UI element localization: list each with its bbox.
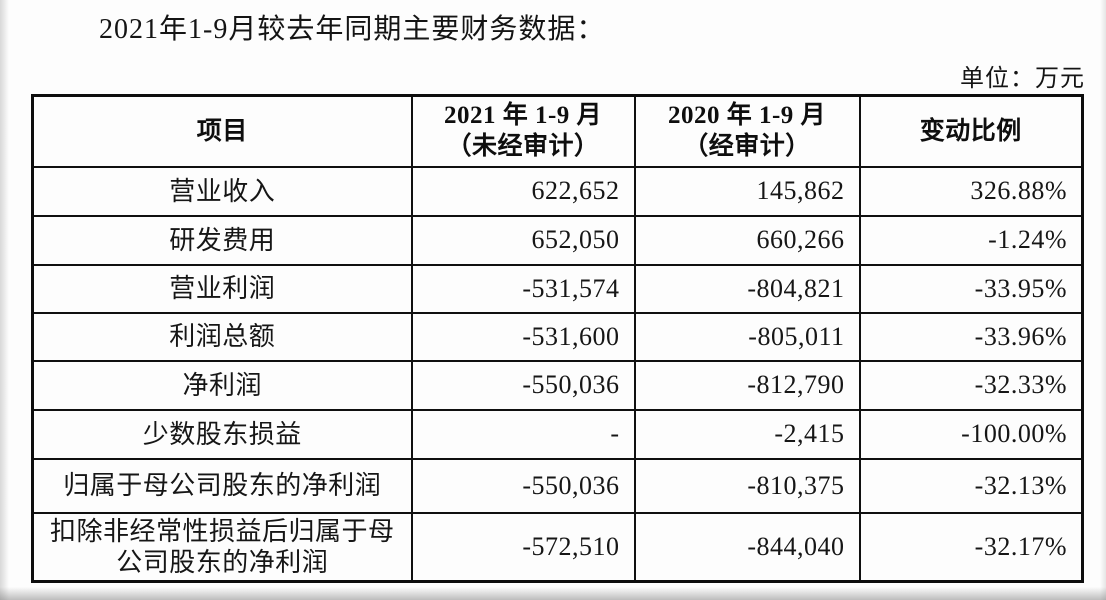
financial-data-table: 项目 2021 年 1-9 月 （未经审计） 2020 年 1-9 月 （经审计… bbox=[31, 94, 1084, 583]
row-change-percent: -32.13% bbox=[858, 457, 1084, 514]
column-header-item: 项目 bbox=[31, 94, 413, 168]
row-value-2020: -805,011 bbox=[633, 311, 861, 362]
row-change-percent: -33.96% bbox=[858, 311, 1084, 362]
row-item-label: 少数股东损益 bbox=[31, 408, 413, 460]
row-item-label: 营业收入 bbox=[31, 165, 413, 217]
table-row: 研发费用 652,050 660,266 -1.24% bbox=[31, 214, 1084, 266]
row-item-label: 归属于母公司股东的净利润 bbox=[31, 457, 413, 514]
row-change-percent: -32.17% bbox=[858, 511, 1084, 582]
row-item-label: 利润总额 bbox=[31, 311, 413, 362]
row-value-2021: 652,050 bbox=[410, 214, 636, 266]
page-title: 2021年1-9月较去年同期主要财务数据： bbox=[99, 14, 606, 45]
table-row: 净利润 -550,036 -812,790 -32.33% bbox=[31, 359, 1084, 411]
table-header-row: 项目 2021 年 1-9 月 （未经审计） 2020 年 1-9 月 （经审计… bbox=[31, 94, 1084, 168]
row-value-2021: -531,600 bbox=[410, 311, 636, 362]
page-edge-shading-right bbox=[1100, 0, 1106, 600]
column-header-2020: 2020 年 1-9 月 （经审计） bbox=[633, 94, 861, 168]
row-item-label: 扣除非经常性损益后归属于母公司股东的净利润 bbox=[31, 511, 413, 582]
column-header-2020-line2: （经审计） bbox=[683, 133, 811, 161]
row-change-percent: 326.88% bbox=[858, 165, 1084, 217]
row-change-percent: -32.33% bbox=[858, 359, 1084, 411]
page-edge-shading-left bbox=[0, 0, 9, 600]
table-row: 营业收入 622,652 145,862 326.88% bbox=[31, 165, 1084, 217]
row-value-2020: -2,415 bbox=[633, 408, 861, 460]
row-value-2020: -810,375 bbox=[633, 457, 861, 514]
table-row: 营业利润 -531,574 -804,821 -33.95% bbox=[31, 263, 1084, 314]
row-value-2020: -844,040 bbox=[633, 511, 861, 582]
row-change-percent: -1.24% bbox=[858, 214, 1084, 266]
row-value-2020: -812,790 bbox=[633, 359, 861, 411]
row-item-label: 研发费用 bbox=[31, 214, 413, 266]
row-value-2020: 660,266 bbox=[633, 214, 861, 266]
row-item-label: 净利润 bbox=[31, 359, 413, 411]
table-row: 扣除非经常性损益后归属于母公司股东的净利润 -572,510 -844,040 … bbox=[31, 511, 1084, 582]
row-value-2021: 622,652 bbox=[410, 165, 636, 217]
row-item-label: 营业利润 bbox=[31, 263, 413, 314]
column-header-2021-line1: 2021 年 1-9 月 bbox=[443, 102, 603, 130]
row-value-2021: -572,510 bbox=[410, 511, 636, 582]
row-value-2021: - bbox=[410, 408, 636, 460]
column-header-2020-line1: 2020 年 1-9 月 bbox=[667, 102, 827, 130]
table-row: 少数股东损益 - -2,415 -100.00% bbox=[31, 408, 1084, 460]
row-value-2020: 145,862 bbox=[633, 165, 861, 217]
table-row: 利润总额 -531,600 -805,011 -33.96% bbox=[31, 311, 1084, 362]
unit-label: 单位：万元 bbox=[960, 66, 1085, 92]
table-row: 归属于母公司股东的净利润 -550,036 -810,375 -32.13% bbox=[31, 457, 1084, 514]
column-header-change-ratio: 变动比例 bbox=[858, 94, 1084, 168]
row-value-2020: -804,821 bbox=[633, 263, 861, 314]
column-header-2021-line2: （未经审计） bbox=[446, 133, 600, 161]
row-value-2021: -550,036 bbox=[410, 359, 636, 411]
row-value-2021: -531,574 bbox=[410, 263, 636, 314]
column-header-2021: 2021 年 1-9 月 （未经审计） bbox=[410, 94, 636, 168]
page-edge-shading-bottom bbox=[0, 587, 1106, 600]
row-change-percent: -100.00% bbox=[858, 408, 1084, 460]
row-change-percent: -33.95% bbox=[858, 263, 1084, 314]
row-value-2021: -550,036 bbox=[410, 457, 636, 514]
